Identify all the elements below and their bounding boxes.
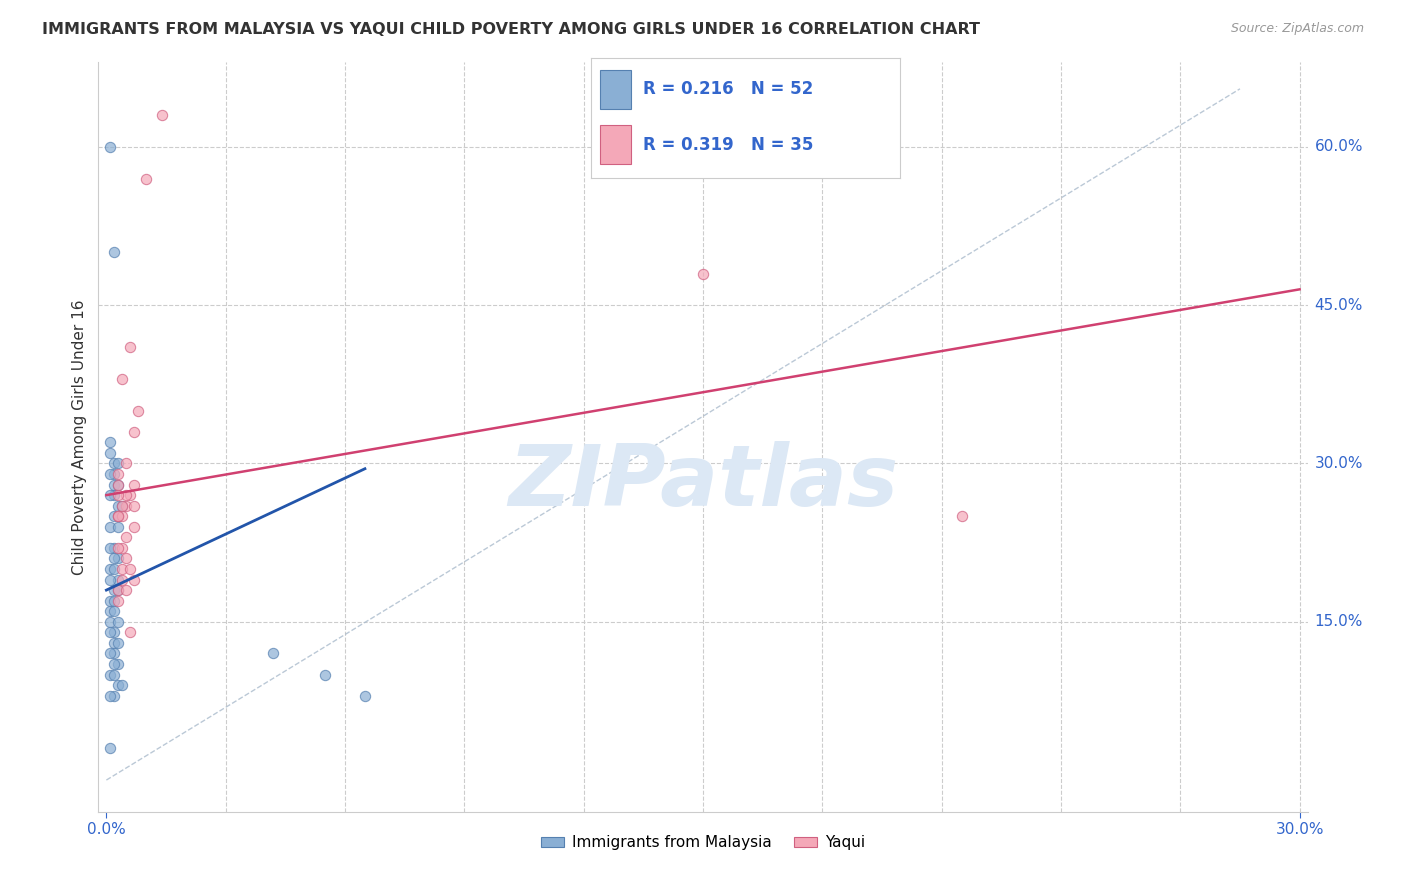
- Point: [107, 467, 129, 481]
- Point: [107, 477, 129, 491]
- Point: [115, 499, 138, 513]
- Point: [115, 583, 138, 598]
- Point: [115, 551, 138, 566]
- Point: [103, 551, 125, 566]
- Point: [98, 625, 121, 640]
- Point: [98, 647, 121, 661]
- Point: [98, 435, 121, 450]
- Point: [98, 573, 121, 587]
- Point: [111, 372, 134, 386]
- Point: [120, 340, 142, 354]
- Point: [107, 678, 129, 692]
- Point: [103, 488, 125, 502]
- Point: [103, 467, 125, 481]
- Point: [354, 689, 377, 703]
- Point: [107, 488, 129, 502]
- Point: [98, 446, 121, 460]
- Point: [692, 267, 714, 281]
- Text: R = 0.216   N = 52: R = 0.216 N = 52: [643, 80, 813, 98]
- Point: [107, 509, 129, 524]
- Point: [122, 499, 145, 513]
- Text: R = 0.319   N = 35: R = 0.319 N = 35: [643, 136, 814, 153]
- Point: [115, 530, 138, 544]
- Point: [103, 657, 125, 671]
- Point: [111, 499, 134, 513]
- Point: [98, 467, 121, 481]
- Point: [103, 457, 125, 471]
- Point: [103, 647, 125, 661]
- Point: [107, 499, 129, 513]
- Point: [107, 457, 129, 471]
- Y-axis label: Child Poverty Among Girls Under 16: Child Poverty Among Girls Under 16: [72, 300, 87, 574]
- Point: [107, 541, 129, 555]
- Point: [107, 657, 129, 671]
- Point: [122, 573, 145, 587]
- Point: [314, 667, 336, 681]
- Point: [950, 509, 973, 524]
- Point: [120, 625, 142, 640]
- Point: [111, 541, 134, 555]
- Point: [103, 509, 125, 524]
- Text: ZIPatlas: ZIPatlas: [508, 441, 898, 524]
- Point: [107, 636, 129, 650]
- Point: [103, 593, 125, 607]
- Point: [115, 488, 138, 502]
- Text: 45.0%: 45.0%: [1315, 298, 1362, 313]
- Point: [103, 604, 125, 618]
- Point: [98, 488, 121, 502]
- Point: [103, 689, 125, 703]
- Point: [107, 520, 129, 534]
- Text: 60.0%: 60.0%: [1315, 139, 1362, 154]
- Point: [107, 593, 129, 607]
- Point: [107, 551, 129, 566]
- Point: [103, 541, 125, 555]
- Point: [103, 245, 125, 260]
- Legend: Immigrants from Malaysia, Yaqui: Immigrants from Malaysia, Yaqui: [534, 830, 872, 856]
- Point: [103, 636, 125, 650]
- Point: [98, 615, 121, 629]
- Point: [98, 520, 121, 534]
- Text: 30.0%: 30.0%: [1315, 456, 1362, 471]
- Point: [107, 509, 129, 524]
- Text: Source: ZipAtlas.com: Source: ZipAtlas.com: [1230, 22, 1364, 36]
- Point: [120, 488, 142, 502]
- Bar: [600, 70, 631, 109]
- Point: [98, 140, 121, 154]
- Point: [98, 667, 121, 681]
- Point: [150, 108, 173, 122]
- Point: [107, 509, 129, 524]
- Point: [103, 562, 125, 576]
- Point: [107, 477, 129, 491]
- Point: [111, 509, 134, 524]
- Point: [103, 583, 125, 598]
- Point: [98, 741, 121, 756]
- Point: [115, 457, 138, 471]
- Point: [107, 615, 129, 629]
- Point: [122, 477, 145, 491]
- Point: [98, 604, 121, 618]
- Text: 15.0%: 15.0%: [1315, 615, 1362, 629]
- Point: [111, 499, 134, 513]
- Point: [103, 667, 125, 681]
- Point: [98, 689, 121, 703]
- Point: [135, 171, 157, 186]
- Point: [262, 647, 284, 661]
- Bar: [600, 126, 631, 164]
- Point: [111, 562, 134, 576]
- Point: [111, 678, 134, 692]
- Point: [120, 562, 142, 576]
- Point: [107, 583, 129, 598]
- Point: [103, 625, 125, 640]
- Point: [122, 520, 145, 534]
- Point: [122, 425, 145, 439]
- Point: [107, 573, 129, 587]
- Point: [98, 541, 121, 555]
- Point: [127, 403, 149, 417]
- Point: [98, 562, 121, 576]
- Point: [107, 583, 129, 598]
- Text: IMMIGRANTS FROM MALAYSIA VS YAQUI CHILD POVERTY AMONG GIRLS UNDER 16 CORRELATION: IMMIGRANTS FROM MALAYSIA VS YAQUI CHILD …: [42, 22, 980, 37]
- Point: [111, 573, 134, 587]
- Point: [103, 477, 125, 491]
- Point: [98, 593, 121, 607]
